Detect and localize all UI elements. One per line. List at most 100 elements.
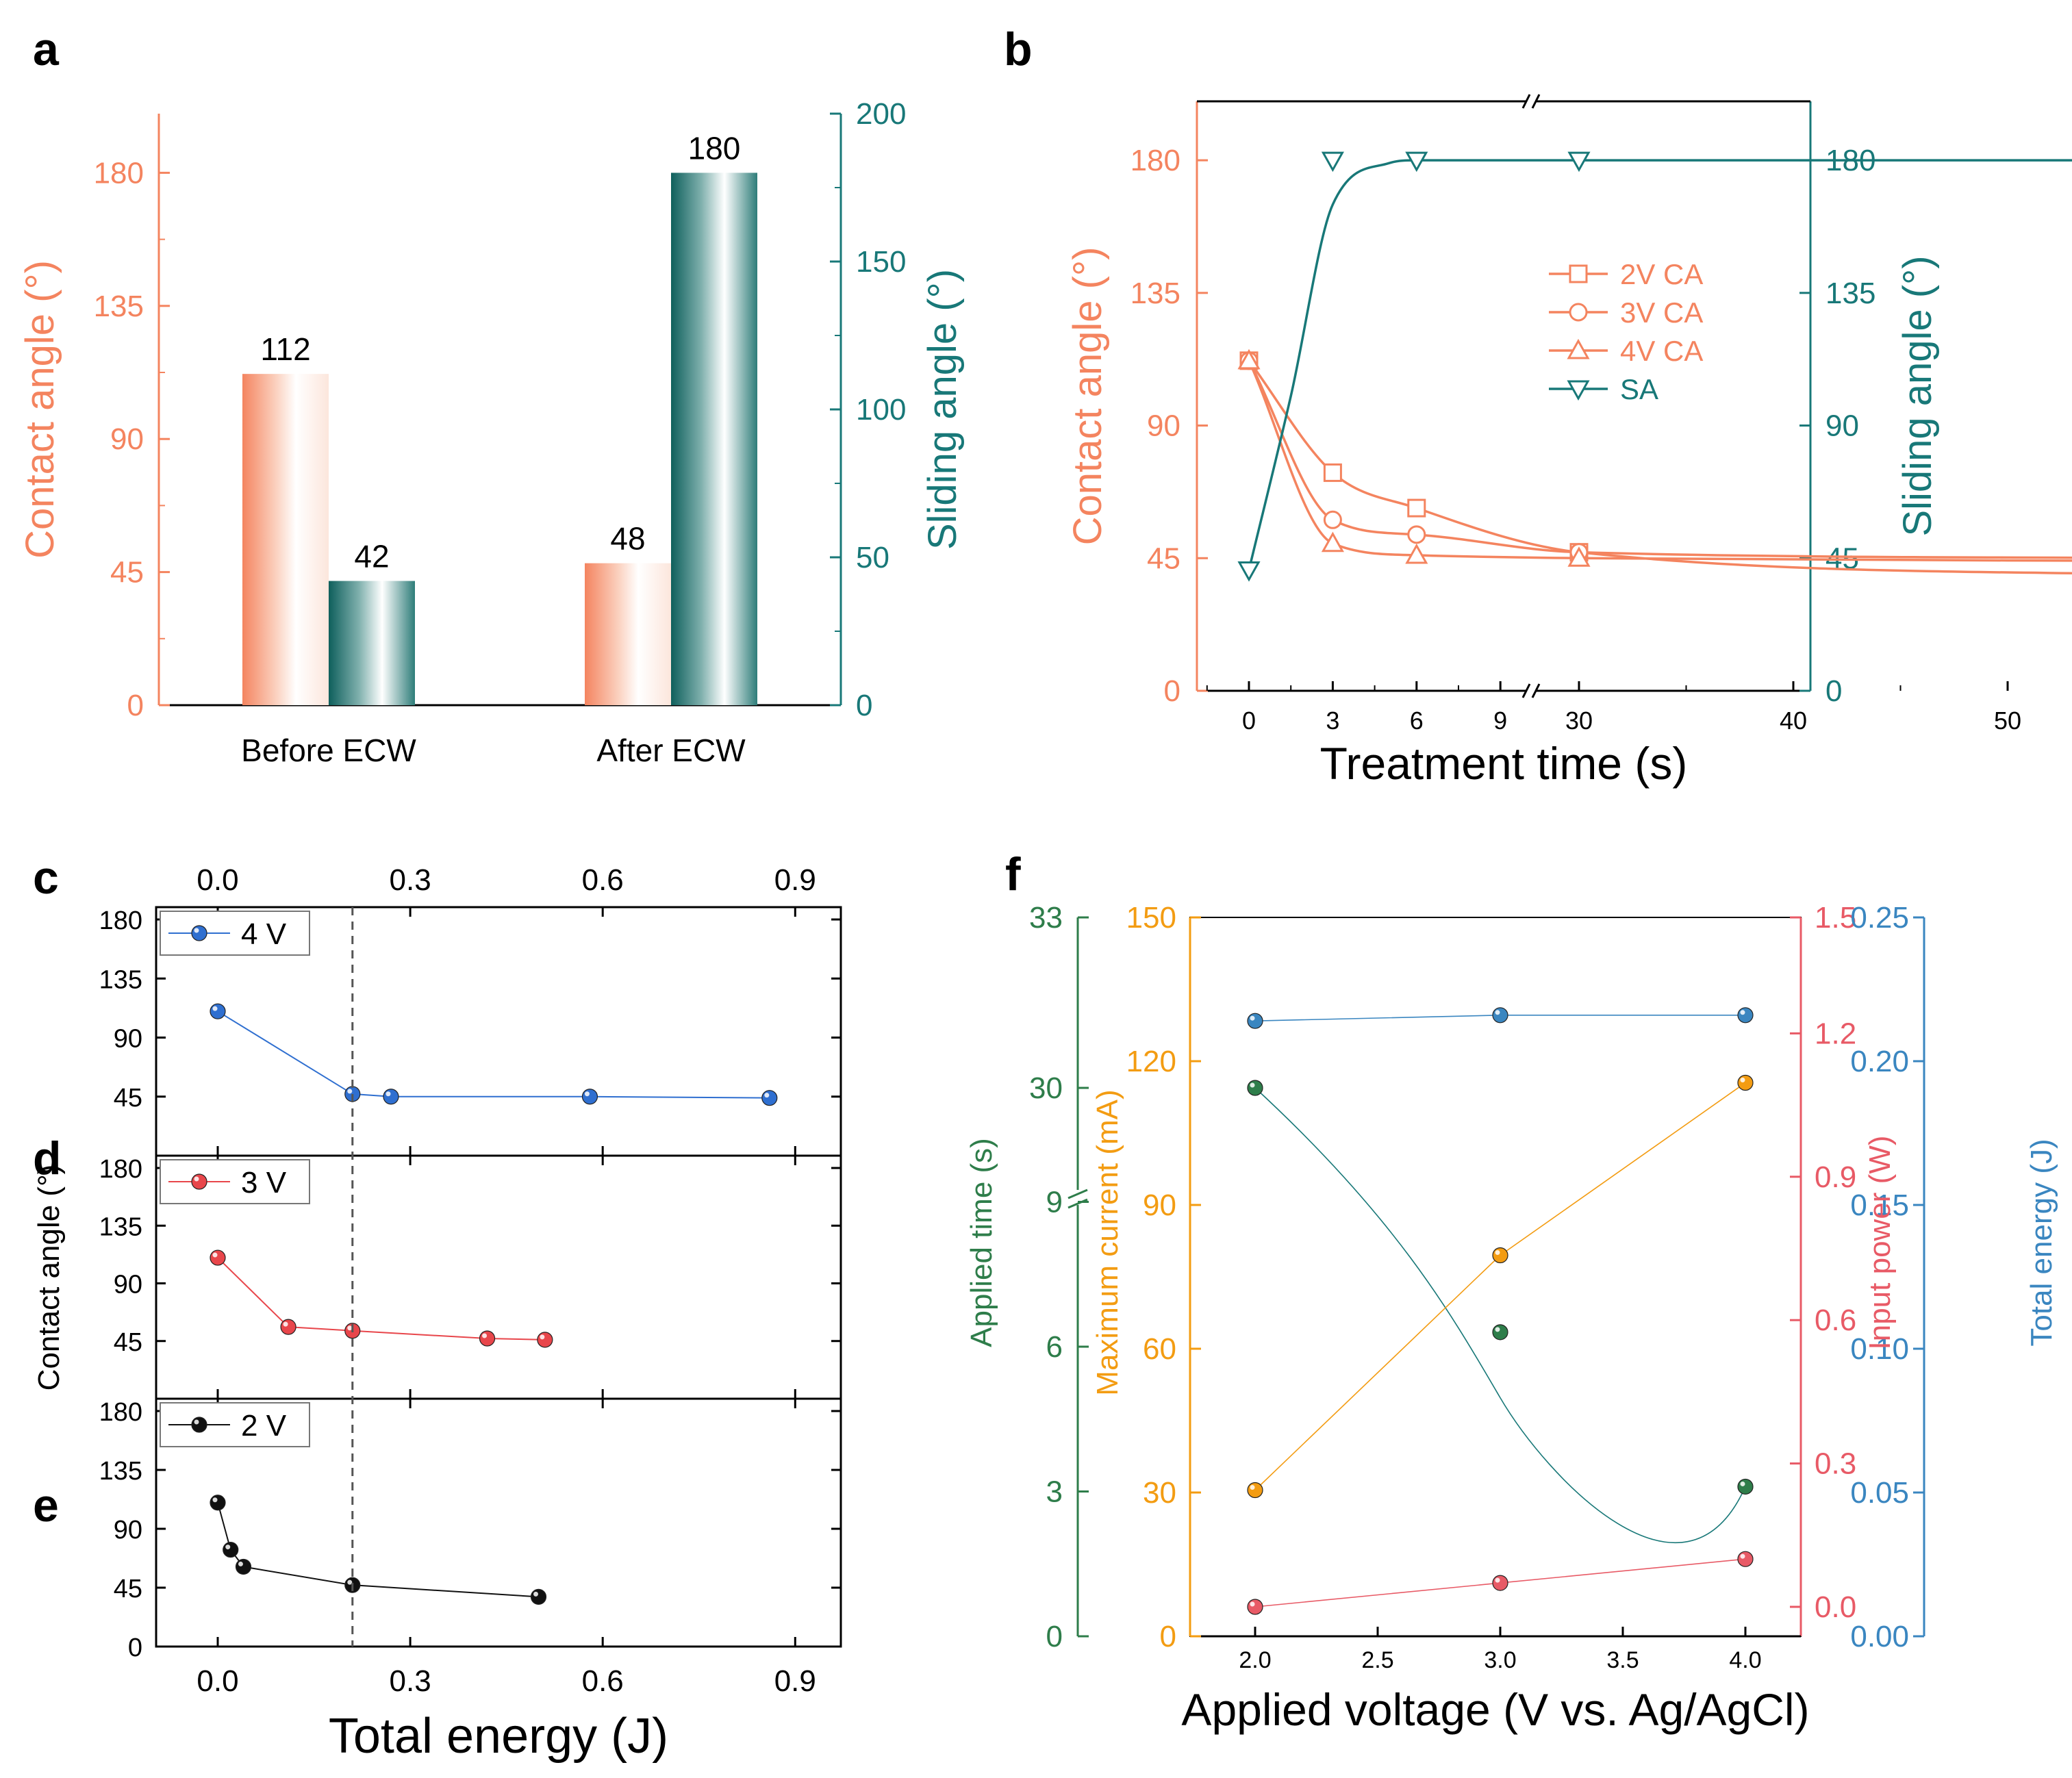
power-tick-label: 1.2	[1815, 1017, 1856, 1050]
y-tick-label: 45	[114, 1084, 142, 1113]
axis-break-mark	[1521, 683, 1531, 698]
point-4v-3	[581, 1089, 598, 1105]
energy-tick-label: 0.00	[1850, 1620, 1909, 1653]
current-axis-title: Maximum current (mA)	[1091, 1089, 1124, 1395]
y-tick-label: 90	[114, 1516, 142, 1545]
input-power-point-2	[1737, 1551, 1754, 1567]
panel-cde-energy-charts: 45 90 135 180 4 V 45 90 135 180 3 V 0 45 90 135 180 2 V…	[32, 863, 842, 1764]
point-3v-1-highlight	[283, 1321, 288, 1327]
3v-ca-curve	[1248, 360, 2072, 559]
x-tick-label: 2.5	[1361, 1647, 1393, 1673]
point-2v-4-body	[530, 1588, 547, 1605]
legend-marker-4v-ca	[1567, 338, 1590, 359]
left-tick-label: 180	[1130, 144, 1180, 177]
legend-marker-3v-highlight	[194, 1176, 199, 1182]
left-tick-label: 45	[110, 556, 144, 589]
applied-time-point-1-body	[1492, 1324, 1508, 1341]
sa-point-0	[1237, 561, 1261, 582]
applied-time-point-2-highlight	[1740, 1481, 1745, 1486]
total-energy-point-2	[1737, 1007, 1754, 1024]
total-energy-point-1-highlight	[1495, 1010, 1500, 1015]
point-3v-4-body	[537, 1332, 553, 1348]
point-4v-4	[761, 1090, 778, 1106]
x-tick-label: 50	[1994, 707, 2021, 735]
legend-marker-4v-highlight	[194, 928, 199, 933]
sa-point-1	[1321, 151, 1344, 173]
point-2v-0-highlight	[212, 1497, 218, 1503]
applied-time-curve	[1254, 1087, 1746, 1544]
current-tick-label: 0	[1160, 1620, 1176, 1653]
point-2v-3-highlight	[347, 1579, 353, 1585]
bottom-x-tick-label: 0.6	[582, 1664, 624, 1698]
4v-ca-curve	[1248, 360, 2072, 562]
point-2v-0	[210, 1495, 226, 1511]
sa-point-2	[1405, 151, 1428, 173]
maximum-current-point-2-body	[1737, 1074, 1754, 1091]
right-tick-label: 90	[1825, 409, 1859, 443]
point-4v-0-body	[210, 1003, 226, 1019]
energy-tick-label: 0.05	[1850, 1476, 1909, 1510]
bar-value-label: 112	[260, 331, 310, 367]
point-2v-2	[235, 1558, 252, 1575]
applied-time-point-0-body	[1247, 1080, 1263, 1096]
right-tick-label: 200	[856, 97, 906, 131]
point-2v-2-highlight	[238, 1561, 243, 1566]
y-tick-label: 45	[114, 1328, 142, 1357]
maximum-current-point-1-highlight	[1495, 1250, 1500, 1255]
4v-ca-point-2	[1405, 543, 1428, 564]
left-tick-label: 90	[110, 422, 144, 456]
panel-label-b: b	[1004, 23, 1033, 75]
legend-marker-2v-body	[191, 1417, 207, 1433]
point-2v-0-body	[210, 1495, 226, 1511]
current-tick-label: 30	[1143, 1476, 1176, 1510]
point-2v-4	[530, 1588, 547, 1605]
current-tick-label: 90	[1143, 1189, 1176, 1222]
2v-ca-point-1	[1323, 463, 1342, 482]
energy-tick-label: 0.20	[1850, 1045, 1909, 1078]
axis-break-mark	[1521, 94, 1531, 109]
x-tick-label: 30	[1565, 707, 1593, 735]
bottom-x-tick-label: 0.9	[774, 1664, 816, 1698]
point-4v-2-highlight	[386, 1091, 391, 1097]
maximum-current-point-0-body	[1247, 1482, 1263, 1499]
4v-ca-point-0	[1237, 348, 1261, 370]
y-tick-label: 90	[114, 1025, 142, 1054]
point-4v-3-highlight	[584, 1091, 590, 1097]
point-3v-3-highlight	[482, 1333, 488, 1338]
y-tick-label: 180	[99, 906, 142, 935]
sa-curve	[1248, 159, 2072, 570]
panel-b-line-chart: 00454590901351351801800369304050602V CA3…	[1065, 94, 2072, 789]
right-tick-label: 0	[1825, 674, 1842, 708]
y-tick-label: 135	[99, 965, 142, 994]
input-power-point-0	[1247, 1599, 1263, 1615]
x-tick-label: 40	[1780, 707, 1807, 735]
y-tick-label: 135	[99, 1457, 142, 1486]
point-3v-3	[479, 1330, 496, 1347]
total-energy-point-0	[1247, 1013, 1263, 1029]
legend-marker-2v	[191, 1417, 207, 1433]
top-x-tick-label: 0.0	[197, 863, 238, 897]
x-tick-label: 6	[1410, 707, 1424, 735]
point-4v-0-highlight	[212, 1006, 218, 1011]
subplot-frame-2v	[155, 1397, 842, 1648]
applied-time-point-0	[1247, 1080, 1263, 1096]
4v-ca-point-1	[1321, 531, 1344, 553]
panel-label-e: e	[33, 1479, 59, 1532]
legend-marker-2v-highlight	[194, 1419, 199, 1425]
y-tick-label: 90	[114, 1271, 142, 1299]
bottom-x-tick-label: 0.3	[390, 1664, 431, 1698]
right-tick-label: 150	[856, 245, 906, 279]
y-tick-label: 180	[99, 1398, 142, 1427]
power-tick-label: 1.5	[1815, 901, 1856, 935]
point-3v-0	[210, 1249, 226, 1266]
current-tick-label: 120	[1126, 1045, 1176, 1078]
point-4v-3-body	[581, 1089, 598, 1105]
sa-point-3	[1567, 151, 1591, 173]
time-axis-break-mark	[1067, 1189, 1088, 1199]
right-tick-label: 50	[856, 541, 889, 574]
4v-ca-point-3	[1567, 546, 1591, 567]
sliding-angle-bar-1	[671, 173, 757, 705]
time-tick-label: 33	[1029, 901, 1063, 935]
x-axis-title: Applied voltage (V vs. Ag/AgCl)	[1181, 1684, 1809, 1735]
series-line-4v	[217, 1011, 770, 1099]
